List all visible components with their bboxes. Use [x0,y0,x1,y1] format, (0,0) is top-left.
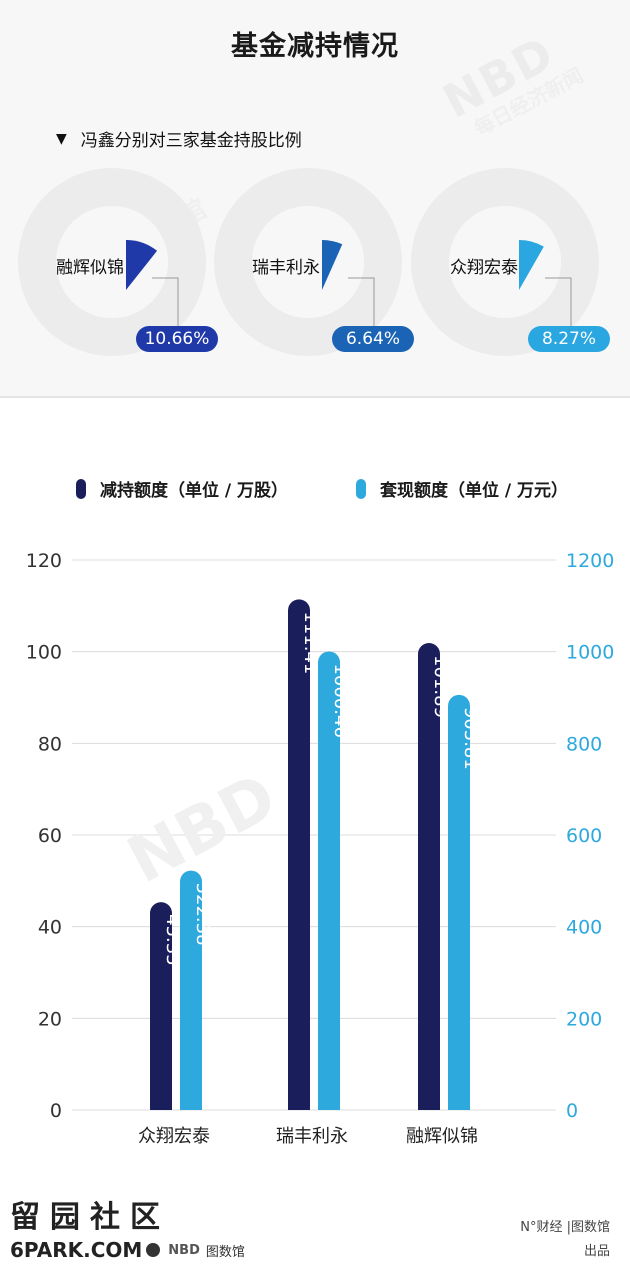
bar-value-label: 905.81 [460,707,481,770]
y-left-tick-label: 20 [38,1008,62,1030]
legend-swatch-light [356,478,366,499]
x-category-label: 融辉似锦 [406,1126,478,1147]
y-left-tick-label: 60 [38,825,62,847]
x-category-label: 众翔宏泰 [138,1126,210,1147]
y-right-tick-label: 1000 [566,642,614,664]
pie-slice-2 [322,240,343,290]
chart-watermark: NBD [116,760,288,898]
bar-base [448,1098,470,1110]
pie-inner-2 [252,206,364,318]
bar-value-label: 522.38 [192,883,213,946]
bar-value-label: 45.35 [162,914,183,966]
pie-label-fund-1: 融辉似锦 [56,258,124,278]
bar-reduction-1 [150,902,172,1110]
y-left-tick-label: 100 [26,642,62,664]
bar-cashout-3 [448,694,470,1110]
legend-label-1: 减持额度（单位 / 万股） [100,481,289,501]
y-right-tick-label: 800 [566,733,602,755]
legend-swatch-dark [76,478,86,499]
y-left-tick-label: 120 [26,550,62,572]
y-left-tick-label: 40 [38,917,62,939]
y-left-tick-label: 80 [38,733,62,755]
footer-logo-circle [146,1243,161,1257]
bar-value-label: 101.89 [430,655,451,718]
bar-base [418,1098,440,1110]
y-right-tick-label: 1200 [566,550,614,572]
pie-ring-1 [18,168,206,356]
pie-ring-2 [214,168,402,356]
footer-credit-line-1: N°财经 |图数馆 [520,1220,610,1235]
bar-chart: 02040608010012002004006008001000120045.3… [26,550,615,1147]
pie-slice-1 [126,240,158,290]
y-right-tick-label: 400 [566,917,602,939]
pie-pct-badge-1: 10.66% [136,326,218,352]
triangle-icon: ▼ [56,130,67,147]
bar-base [318,1098,340,1110]
legend-label-2: 套现额度（单位 / 万元） [380,481,569,501]
pie-section-panel: 基金减持情况 NBD 每日经济新闻 图数馆 ▼ 冯鑫分别对三家基金持股比例 融辉… [0,0,630,398]
footer-credit: N°财经 |图数馆 出品 [520,1216,610,1264]
y-right-tick-label: 0 [566,1100,578,1122]
footer-site-url: 6PARK.COM [10,1238,143,1262]
pie-leader-line-2 [348,277,375,332]
bar-base [180,1098,202,1110]
pie-inner-1 [56,206,168,318]
bar-reduction-2 [288,599,310,1110]
page-title: 基金减持情况 [231,31,399,62]
pie-label-fund-3: 众翔宏泰 [450,258,518,278]
pie-subtitle: 冯鑫分别对三家基金持股比例 [80,131,302,151]
pie-leader-line-1 [152,277,179,332]
y-right-tick-label: 200 [566,1008,602,1030]
pie-inner-3 [449,206,561,318]
bar-cashout-1 [180,870,202,1110]
legend-item-2: 套现额度（单位 / 万元） [356,476,568,501]
watermark-sub: 每日经济新闻 [470,63,588,141]
bar-value-label: 111.41 [300,611,321,674]
pie-pct-badge-3: 8.27% [528,326,610,352]
pie-subtitle-row: ▼ 冯鑫分别对三家基金持股比例 [56,126,302,152]
pie-label-fund-2: 瑞丰利永 [252,258,320,278]
bar-base [288,1098,310,1110]
bar-base [150,1098,172,1110]
pie-slice-3 [519,240,544,290]
legend-item-1: 减持额度（单位 / 万股） [76,476,288,501]
pie-ring-3 [411,168,599,356]
y-left-tick-label: 0 [50,1100,62,1122]
footer-branding: 留园社区 6PARK.COM NBD 图数馆 [10,1192,245,1262]
x-category-label: 瑞丰利永 [276,1126,348,1147]
pie-pct-badge-2: 6.64% [332,326,414,352]
footer-site-text: 留园社区 [10,1200,170,1235]
footer-brand: NBD [168,1242,200,1258]
footer-credit-line-2: 出品 [583,1244,610,1259]
pie-charts [18,168,599,356]
bar-cashout-2 [318,651,340,1110]
bar-value-label: 1000.46 [330,663,351,737]
y-right-tick-label: 600 [566,825,602,847]
footer-logo-text: 图数馆 [205,1244,245,1260]
pie-leader-line-3 [545,277,572,332]
bar-reduction-3 [418,643,440,1110]
